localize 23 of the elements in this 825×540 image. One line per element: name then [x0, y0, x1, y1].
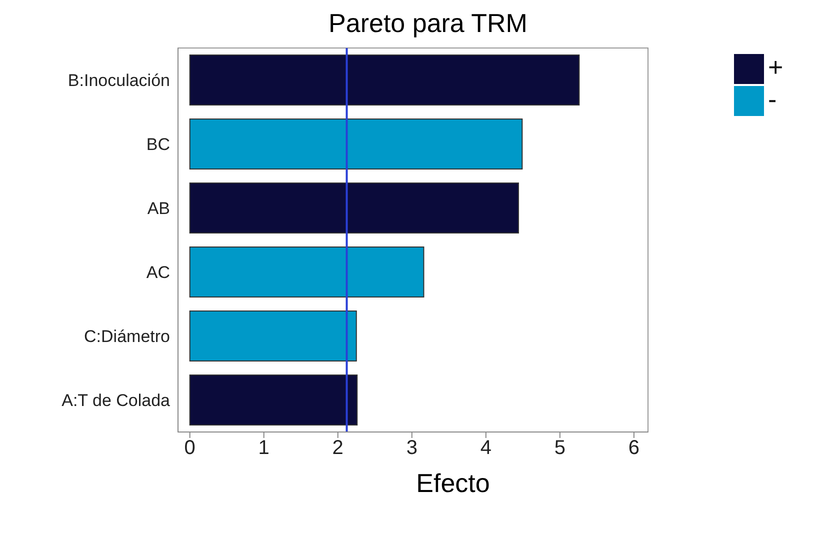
bar [189, 374, 358, 426]
bar [189, 118, 523, 170]
y-tick-label: AB [147, 199, 170, 218]
x-tick-label: 6 [628, 437, 640, 460]
bar [189, 246, 424, 298]
bar [189, 182, 519, 234]
x-tick-label: 3 [406, 437, 418, 460]
y-tick-label: A:T de Colada [62, 391, 171, 410]
legend-label: - [768, 84, 777, 114]
y-tick-label: AC [146, 263, 170, 282]
chart-title: Pareto para TRM [328, 8, 528, 40]
x-axis-title: Efecto [415, 468, 491, 499]
bar [189, 54, 580, 106]
x-tick-label: 0 [184, 437, 196, 460]
x-tick-label: 4 [480, 437, 492, 460]
bar [189, 310, 357, 362]
x-tick-label: 1 [258, 437, 270, 460]
y-tick-label: BC [146, 135, 170, 154]
x-tick-label: 2 [332, 437, 344, 460]
legend-label: + [768, 52, 784, 82]
y-tick-label: B:Inoculación [68, 71, 170, 90]
y-tick-label: C:Diámetro [84, 327, 170, 346]
x-tick-label: 5 [554, 437, 566, 460]
